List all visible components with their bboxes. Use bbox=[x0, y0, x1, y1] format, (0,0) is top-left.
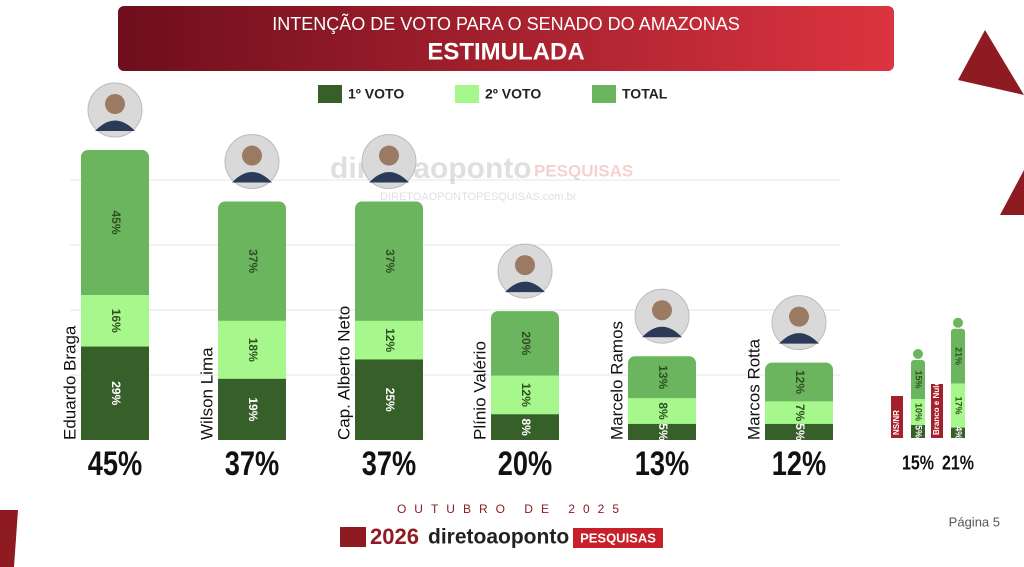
photo-body bbox=[505, 281, 545, 293]
logo-icon bbox=[340, 527, 366, 547]
value-label: 18% bbox=[246, 338, 260, 362]
bar-first-vote bbox=[765, 423, 833, 440]
bar-first-vote bbox=[911, 425, 925, 438]
bar-first-vote bbox=[491, 414, 559, 440]
value-label: 7% bbox=[793, 404, 807, 422]
total-label: 45% bbox=[88, 444, 142, 483]
category-tag bbox=[931, 384, 943, 438]
value-label: 21% bbox=[954, 347, 964, 365]
photo-head bbox=[652, 300, 672, 321]
legend-swatch bbox=[455, 85, 479, 103]
category-label: Marcos Rotta bbox=[744, 338, 763, 440]
legend-swatch bbox=[318, 85, 342, 103]
photo-body bbox=[642, 326, 682, 338]
footer-tag-bg bbox=[573, 528, 663, 548]
page-number: Página 5 bbox=[949, 514, 1000, 529]
decoration bbox=[1000, 170, 1024, 215]
bar-first-vote bbox=[81, 346, 149, 440]
category-label: Cap. Alberto Neto bbox=[334, 306, 353, 440]
value-label: 4% bbox=[954, 426, 964, 439]
value-label: 8% bbox=[656, 402, 670, 420]
value-label: 10% bbox=[914, 403, 924, 421]
legend-label: TOTAL bbox=[622, 86, 668, 102]
bar-first-vote bbox=[355, 359, 423, 440]
bar-first-vote bbox=[951, 427, 965, 438]
value-label: 20% bbox=[519, 331, 533, 355]
value-label: 5% bbox=[656, 423, 670, 441]
value-label: 12% bbox=[793, 370, 807, 394]
photo-body bbox=[232, 172, 272, 183]
value-label: 12% bbox=[519, 383, 533, 407]
category-label: NS/NR bbox=[892, 410, 901, 435]
value-label: 15% bbox=[914, 370, 924, 388]
value-label: 29% bbox=[109, 381, 123, 405]
photo-body bbox=[779, 333, 819, 344]
value-label: 19% bbox=[246, 397, 260, 421]
watermark-brand: diretoaoponto bbox=[330, 152, 532, 185]
category-label: Marcelo Ramos bbox=[607, 321, 626, 440]
category-label: Branco e Nulo bbox=[932, 381, 941, 435]
watermark-tag: PESQUISAS bbox=[534, 161, 633, 180]
legend-label: 1º VOTO bbox=[348, 86, 404, 102]
chart-title: INTENÇÃO DE VOTO PARA O SENADO DO AMAZON… bbox=[272, 13, 739, 34]
value-label: 16% bbox=[109, 309, 123, 333]
total-label: 20% bbox=[498, 444, 552, 483]
handle bbox=[953, 317, 963, 328]
grid bbox=[70, 179, 840, 376]
photo-head bbox=[105, 94, 125, 114]
bar-first-vote bbox=[628, 423, 696, 440]
decoration bbox=[0, 510, 18, 567]
value-label: 8% bbox=[519, 418, 533, 436]
value-label: 37% bbox=[246, 249, 260, 273]
total-label: 37% bbox=[225, 444, 279, 483]
chart-subtitle: ESTIMULADA bbox=[427, 38, 584, 65]
photo-head bbox=[242, 145, 262, 166]
total-label: 37% bbox=[362, 444, 416, 483]
footer-year: 2026 bbox=[370, 524, 419, 549]
category-label: Eduardo Braga bbox=[60, 325, 79, 440]
bar-second-vote bbox=[218, 320, 286, 379]
value-label: 5% bbox=[914, 425, 924, 438]
bar-second-vote bbox=[628, 398, 696, 424]
photo-head bbox=[789, 306, 809, 327]
footer-tag: PESQUISAS bbox=[580, 530, 656, 545]
value-label: 25% bbox=[383, 388, 397, 412]
bar-second-vote bbox=[765, 401, 833, 424]
category-label: Plínio Valério bbox=[470, 341, 489, 440]
photo-head bbox=[379, 145, 399, 166]
decoration bbox=[958, 30, 1024, 95]
total-label: 12% bbox=[772, 444, 826, 483]
legend-label: 2º VOTO bbox=[485, 86, 541, 102]
value-label: 12% bbox=[383, 328, 397, 352]
value-label: 17% bbox=[954, 396, 964, 414]
legend-swatch bbox=[592, 85, 616, 103]
value-label: 37% bbox=[383, 249, 397, 273]
category-label: Wilson Lima bbox=[197, 347, 216, 440]
total-label: 13% bbox=[635, 444, 689, 483]
footer-date: OUTUBRO DE 2025 bbox=[397, 502, 627, 516]
title-banner bbox=[118, 6, 894, 71]
bar-second-vote bbox=[911, 399, 925, 425]
bar-second-vote bbox=[491, 375, 559, 415]
photo-body bbox=[95, 120, 135, 131]
category-tag bbox=[891, 396, 903, 438]
handle bbox=[913, 349, 923, 359]
bar-second-vote bbox=[951, 383, 965, 428]
footer-brand: diretoaoponto bbox=[428, 526, 569, 549]
value-label: 13% bbox=[656, 365, 670, 389]
total-label: 15% bbox=[902, 452, 934, 474]
watermark-site: DIRETOAOPONTOPESQUISAS.com.br bbox=[380, 191, 577, 203]
photo-head bbox=[515, 255, 535, 276]
value-label: 5% bbox=[793, 423, 807, 441]
bar-second-vote bbox=[81, 295, 149, 347]
value-label: 45% bbox=[109, 210, 123, 234]
total-label: 21% bbox=[942, 452, 974, 474]
bar-second-vote bbox=[355, 320, 423, 360]
bar-first-vote bbox=[218, 378, 286, 440]
photo-body bbox=[369, 172, 409, 183]
